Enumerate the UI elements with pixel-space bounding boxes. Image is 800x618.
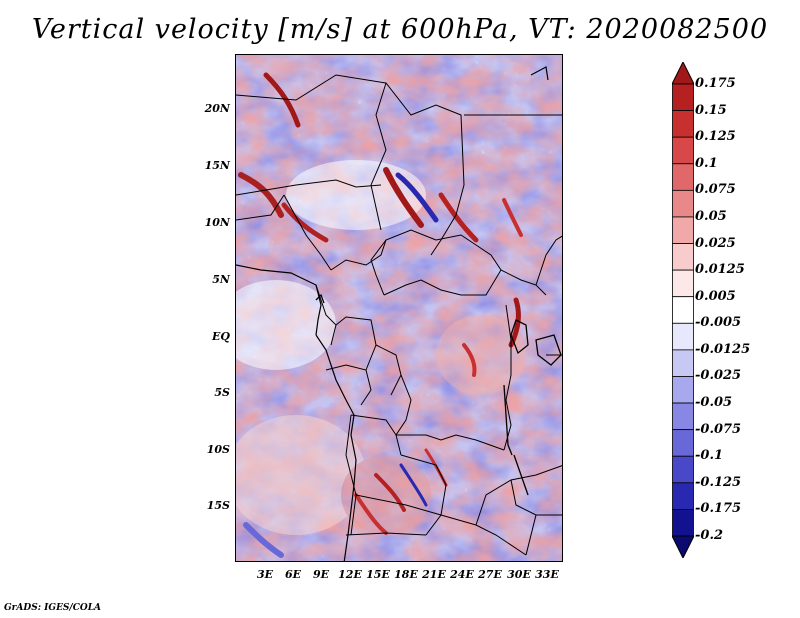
- colorbar-bin: [672, 349, 694, 377]
- lat-label: 5S: [214, 386, 230, 399]
- lon-label: 33E: [535, 568, 559, 581]
- lon-label: 24E: [450, 568, 474, 581]
- colorbar-label: -0.1: [695, 448, 724, 464]
- colorbar-label: -0.125: [695, 474, 742, 490]
- coastline: [236, 66, 549, 561]
- colorbar-bin: [672, 455, 694, 484]
- colorbar-bin: [672, 376, 694, 404]
- credit-text: GrADS: IGES/COLA: [4, 603, 102, 613]
- colorbar-bin: [672, 482, 694, 510]
- colorbar-bin: [672, 269, 694, 298]
- colorbar-label: -0.005: [695, 315, 742, 331]
- lon-label: 12E: [338, 568, 362, 581]
- colorbar-label: 0.175: [695, 76, 736, 91]
- plot-title: Vertical velocity [m/s] at 600hPa, VT: 2…: [31, 14, 769, 45]
- colorbar-label: 0.075: [695, 182, 736, 198]
- colorbar-label: -0.2: [695, 528, 724, 543]
- country-borders: [236, 74, 562, 556]
- colorbar-label: 0.1: [695, 155, 718, 171]
- lon-label: 3E: [256, 568, 274, 581]
- regional-tints: [236, 160, 526, 535]
- lat-label: 5N: [212, 273, 230, 286]
- colorbar: [672, 62, 694, 558]
- colorbar-bin: [672, 216, 694, 244]
- colorbar-label: -0.0125: [695, 341, 751, 357]
- colorbar-bin: [672, 83, 694, 111]
- colorbar-bin: [672, 243, 694, 271]
- lat-label: 20N: [204, 102, 230, 115]
- lat-label: 15S: [206, 499, 230, 512]
- colorbar-label: 0.125: [695, 129, 736, 145]
- colorbar-label: 0.05: [695, 208, 727, 224]
- colorbar-bin: [672, 429, 694, 457]
- colorbar-bin: [672, 296, 694, 324]
- lat-label: 15N: [204, 159, 230, 172]
- colorbar-bin: [672, 163, 694, 191]
- colorbar-bin: [672, 136, 694, 165]
- lon-label: 21E: [422, 568, 446, 581]
- colorbar-label: -0.025: [695, 368, 742, 384]
- colorbar-bottom-triangle: [672, 535, 694, 558]
- colorbar-label: -0.05: [695, 395, 733, 411]
- lon-label: 9E: [312, 568, 330, 581]
- colorbar-label: 0.15: [695, 102, 727, 118]
- colorbar-label: -0.175: [695, 501, 742, 517]
- lat-label: 10N: [204, 216, 230, 229]
- colorbar-top-triangle: [672, 62, 694, 85]
- colorbar-bin: [672, 322, 694, 351]
- colorbar-label: -0.075: [695, 421, 742, 437]
- lon-label: 30E: [507, 568, 531, 581]
- colorbar-label: 0.005: [695, 288, 736, 304]
- colorbar-bin: [672, 402, 694, 431]
- lon-label: 15E: [366, 568, 390, 581]
- lakes: [315, 293, 562, 496]
- colorbar-label: 0.025: [695, 235, 736, 251]
- map-panel: [235, 54, 563, 562]
- colorbar-bin: [672, 110, 694, 138]
- convective-bands: [238, 72, 523, 558]
- lat-label: 10S: [206, 443, 230, 456]
- lat-label: EQ: [212, 330, 230, 343]
- lon-label: 18E: [394, 568, 418, 581]
- colorbar-bin: [672, 509, 694, 537]
- lon-label: 6E: [284, 568, 302, 581]
- colorbar-bin: [672, 189, 694, 218]
- lon-label: 27E: [478, 568, 502, 581]
- colorbar-label: 0.0125: [695, 262, 745, 278]
